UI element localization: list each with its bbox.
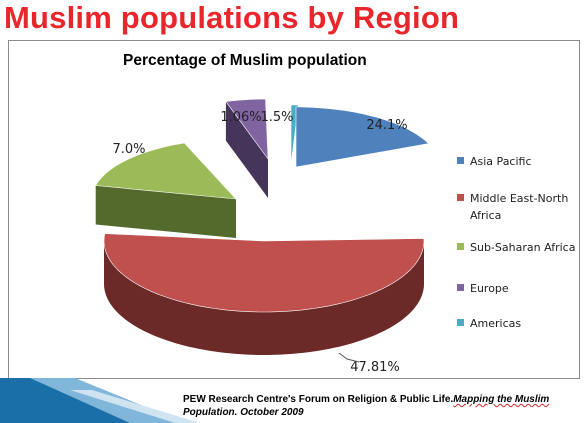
data-label: 24.1% xyxy=(366,118,407,133)
legend-item-middle-east-north-africa: Middle East-North Africa xyxy=(457,190,582,224)
legend-swatch xyxy=(457,157,464,164)
source-suffix: Population. October 2009 xyxy=(183,407,304,418)
pie-slice xyxy=(295,106,430,168)
legend-item-asia-pacific: Asia Pacific xyxy=(457,153,582,170)
legend-item-americas: Americas xyxy=(457,315,582,332)
chart-title: Percentage of Muslim population xyxy=(123,52,367,69)
leader-line xyxy=(338,352,360,363)
legend-label: Middle East-North Africa xyxy=(470,192,569,222)
corner-swoosh-decoration xyxy=(0,378,200,423)
data-label: 1.06% xyxy=(220,110,261,125)
source-prefix: PEW Research Centre's Forum on Religion … xyxy=(183,394,454,405)
chart-legend: Asia Pacific Middle East-North Africa Su… xyxy=(457,153,582,332)
legend-label: Americas xyxy=(470,317,522,330)
legend-swatch xyxy=(457,243,464,250)
legend-label: Europe xyxy=(470,282,509,295)
source-citation: PEW Research Centre's Forum on Religion … xyxy=(183,393,581,419)
data-label: 47.81% xyxy=(350,360,400,375)
legend-label: Sub-Saharan Africa xyxy=(470,241,576,254)
pie-slice xyxy=(103,233,425,355)
source-title-link[interactable]: Mapping the Muslim xyxy=(453,394,550,405)
legend-item-sub-saharan-africa: Sub-Saharan Africa xyxy=(457,239,582,256)
pie-chart: 24.1% 47.81% 7.0% 1.06%1.5% xyxy=(95,98,430,375)
legend-swatch xyxy=(457,284,464,291)
legend-swatch xyxy=(457,194,464,201)
legend-label: Asia Pacific xyxy=(470,155,532,168)
legend-swatch xyxy=(457,319,464,326)
data-label: 1.5% xyxy=(260,110,293,125)
slide-title: Muslim populations by Region xyxy=(4,0,460,35)
pie-slice xyxy=(95,142,237,238)
data-label: 7.0% xyxy=(112,142,145,157)
chart-area: 24.1% 47.81% 7.0% 1.06% 1.5% Percentage of M… xyxy=(8,40,580,379)
legend-item-europe: Europe xyxy=(457,280,582,297)
pie-slice xyxy=(225,98,269,198)
